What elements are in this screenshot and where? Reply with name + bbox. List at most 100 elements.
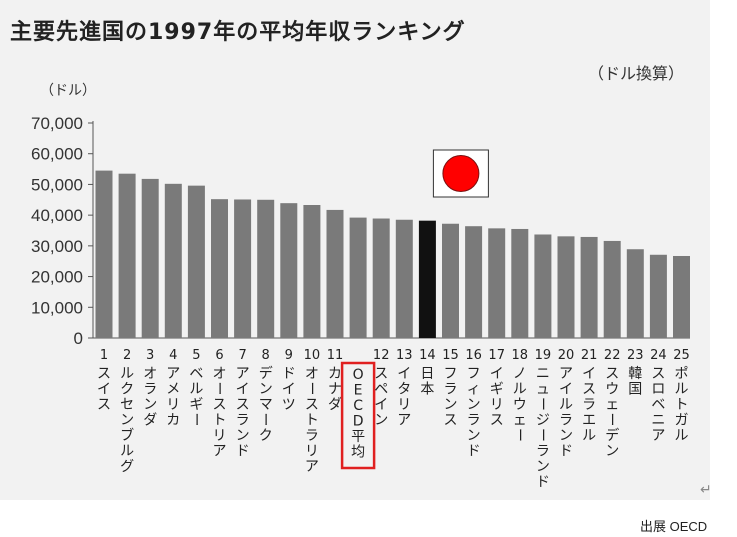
country-label-char: ブ bbox=[120, 427, 134, 444]
bar-7 bbox=[234, 199, 252, 338]
bar-17 bbox=[488, 228, 506, 338]
country-label-char: エ bbox=[582, 413, 596, 429]
country-label-char: ベ bbox=[651, 397, 665, 413]
rank-label: 19 bbox=[535, 348, 552, 363]
country-label-char: ラ bbox=[582, 397, 596, 413]
country-label-char: ス bbox=[582, 382, 596, 398]
country-label-char: ツ bbox=[282, 397, 296, 413]
country-label-char: ン bbox=[374, 413, 388, 429]
country-label-char: ニ bbox=[536, 366, 550, 382]
country-label-char: ー bbox=[603, 413, 619, 427]
rank-label: 24 bbox=[650, 348, 667, 363]
country-label-char: ド bbox=[467, 444, 481, 460]
rank-label: 3 bbox=[146, 348, 154, 363]
country-label-char: ン bbox=[259, 382, 273, 398]
country-label-char: オ bbox=[143, 366, 157, 382]
country-label-char: リ bbox=[305, 444, 319, 460]
country-label-char: ェ bbox=[605, 397, 619, 413]
country-label-char: ペ bbox=[374, 382, 388, 398]
country-label-char: イ bbox=[490, 366, 504, 382]
country-label-char: C bbox=[353, 398, 363, 414]
country-label-char: カ bbox=[166, 413, 180, 429]
country-label-char: オ bbox=[305, 366, 319, 382]
y-axis-unit: （ドル） bbox=[40, 83, 96, 99]
country-label-char: ス bbox=[490, 413, 504, 429]
country-label-char: ス bbox=[605, 366, 619, 382]
bar-8 bbox=[257, 199, 275, 338]
country-label-char: ノ bbox=[513, 366, 527, 382]
rank-label: 25 bbox=[673, 348, 690, 363]
country-label-char: オ bbox=[213, 366, 227, 382]
bar-9 bbox=[280, 203, 298, 338]
bar-25 bbox=[673, 255, 690, 338]
bar-oecd bbox=[349, 217, 367, 338]
bar-21 bbox=[580, 236, 598, 338]
country-label-char: ア bbox=[651, 428, 665, 444]
rank-label: 4 bbox=[169, 348, 177, 363]
country-label-char: 本 bbox=[420, 382, 434, 398]
country-label-char: ー bbox=[303, 382, 319, 396]
bar-15 bbox=[442, 223, 459, 338]
rank-label: 5 bbox=[192, 348, 200, 363]
country-label-char: ル bbox=[559, 397, 573, 413]
country-label-char: ン bbox=[559, 428, 573, 444]
country-label-char: ン bbox=[536, 459, 550, 475]
y-tick-label: 10,000 bbox=[31, 298, 83, 317]
country-label-char: イ bbox=[559, 382, 573, 398]
rank-label: 10 bbox=[304, 348, 321, 363]
country-label-char: ナ bbox=[328, 382, 342, 398]
source-note: 出展 OECD bbox=[640, 519, 708, 534]
country-label-char: ラ bbox=[559, 413, 573, 429]
country-label-char: ィ bbox=[467, 382, 481, 398]
country-label-char: ア bbox=[236, 366, 250, 382]
y-tick-label: 30,000 bbox=[31, 237, 83, 256]
country-label-char: ラ bbox=[305, 428, 319, 444]
bar-16 bbox=[465, 226, 483, 338]
country-label-char: D bbox=[353, 414, 364, 430]
country-label-char: リ bbox=[166, 397, 180, 413]
country-label-char: ェ bbox=[513, 413, 527, 429]
country-label-char: ド bbox=[282, 366, 296, 382]
country-label-char: ー bbox=[211, 382, 227, 396]
country-label-char: ア bbox=[305, 459, 319, 475]
country-label-char: タ bbox=[397, 382, 411, 398]
bar-22 bbox=[603, 240, 621, 338]
bar-5 bbox=[187, 185, 205, 338]
country-label-char: ラ bbox=[536, 444, 550, 460]
rank-label: 8 bbox=[262, 348, 270, 363]
country-label-char: フ bbox=[467, 366, 481, 382]
country-label-char: E bbox=[354, 383, 363, 399]
country-label-char: ス bbox=[444, 413, 458, 429]
rank-label: 20 bbox=[558, 348, 575, 363]
rank-label: 22 bbox=[604, 348, 621, 363]
country-label-char: ウ bbox=[605, 382, 619, 398]
country-label-char: 日 bbox=[420, 366, 434, 382]
country-label-char: ラ bbox=[236, 413, 250, 429]
country-label-char: ダ bbox=[328, 397, 342, 413]
country-label-char: グ bbox=[120, 459, 134, 475]
country-label-char: イ bbox=[397, 366, 411, 382]
country-label-char: ラ bbox=[467, 413, 481, 429]
country-label-char: ス bbox=[374, 366, 388, 382]
country-label-char: ン bbox=[605, 444, 619, 460]
rank-label: 23 bbox=[627, 348, 644, 363]
country-label-char: ュ bbox=[536, 382, 550, 398]
country-label-char: ト bbox=[305, 413, 319, 429]
country-label-char: ル bbox=[120, 366, 134, 382]
rank-label: 13 bbox=[396, 348, 413, 363]
bar-1 bbox=[95, 170, 113, 338]
country-label-char: ア bbox=[397, 413, 411, 429]
y-tick-label: 50,000 bbox=[31, 175, 83, 194]
country-label-char: ー bbox=[257, 413, 273, 427]
y-tick-label: 0 bbox=[74, 329, 83, 348]
chart-title: 主要先進国の1997年の平均年収ランキング bbox=[10, 20, 466, 45]
bar-14 bbox=[418, 220, 436, 338]
country-label-char: リ bbox=[397, 397, 411, 413]
country-label-char: ラ bbox=[143, 382, 157, 398]
country-label-char: ス bbox=[97, 366, 111, 382]
country-label-char: ニ bbox=[651, 413, 665, 429]
country-label-char: 国 bbox=[628, 382, 642, 398]
country-label-char: マ bbox=[259, 397, 273, 413]
y-tick-label: 60,000 bbox=[31, 145, 83, 164]
